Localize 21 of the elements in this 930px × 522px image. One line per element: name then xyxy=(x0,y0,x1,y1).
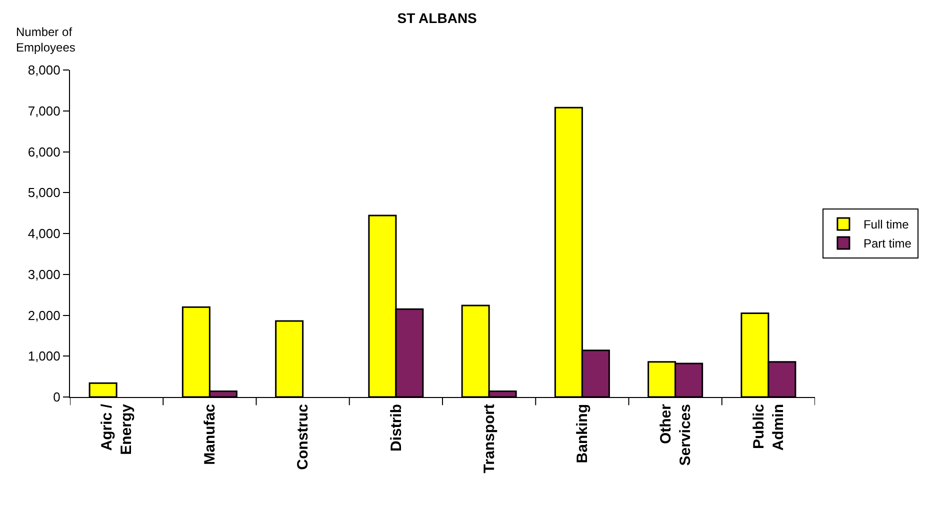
y-tick-label: 5,000 xyxy=(28,185,60,200)
y-tick-label: 2,000 xyxy=(28,308,60,323)
x-tick-label: Distrib xyxy=(388,404,405,452)
x-tick-label: Construc xyxy=(294,404,312,470)
y-tick-label: 8,000 xyxy=(28,62,60,78)
y-tick-label: 1,000 xyxy=(28,348,60,364)
y-tick-label: 3,000 xyxy=(28,266,60,282)
x-tick-label: Other Services xyxy=(657,404,694,466)
y-tick-label: 0 xyxy=(53,390,60,405)
y-tick-label: 6,000 xyxy=(28,144,60,160)
y-tick-label: 7,000 xyxy=(28,103,60,118)
x-tick-label: Manufac xyxy=(202,404,219,465)
legend-label: Part time xyxy=(863,236,912,251)
x-tick-label: Transport xyxy=(480,404,498,474)
x-tick-label: Public Admin xyxy=(750,404,788,451)
legend-label: Full time xyxy=(863,218,910,232)
x-tick-label: Agric / Energy xyxy=(98,403,136,455)
y-axis-title: Number of Employees xyxy=(16,25,76,55)
y-tick-label: 4,000 xyxy=(28,226,60,242)
chart-title: ST ALBANS xyxy=(397,10,477,26)
x-tick-label: Banking xyxy=(574,404,592,464)
